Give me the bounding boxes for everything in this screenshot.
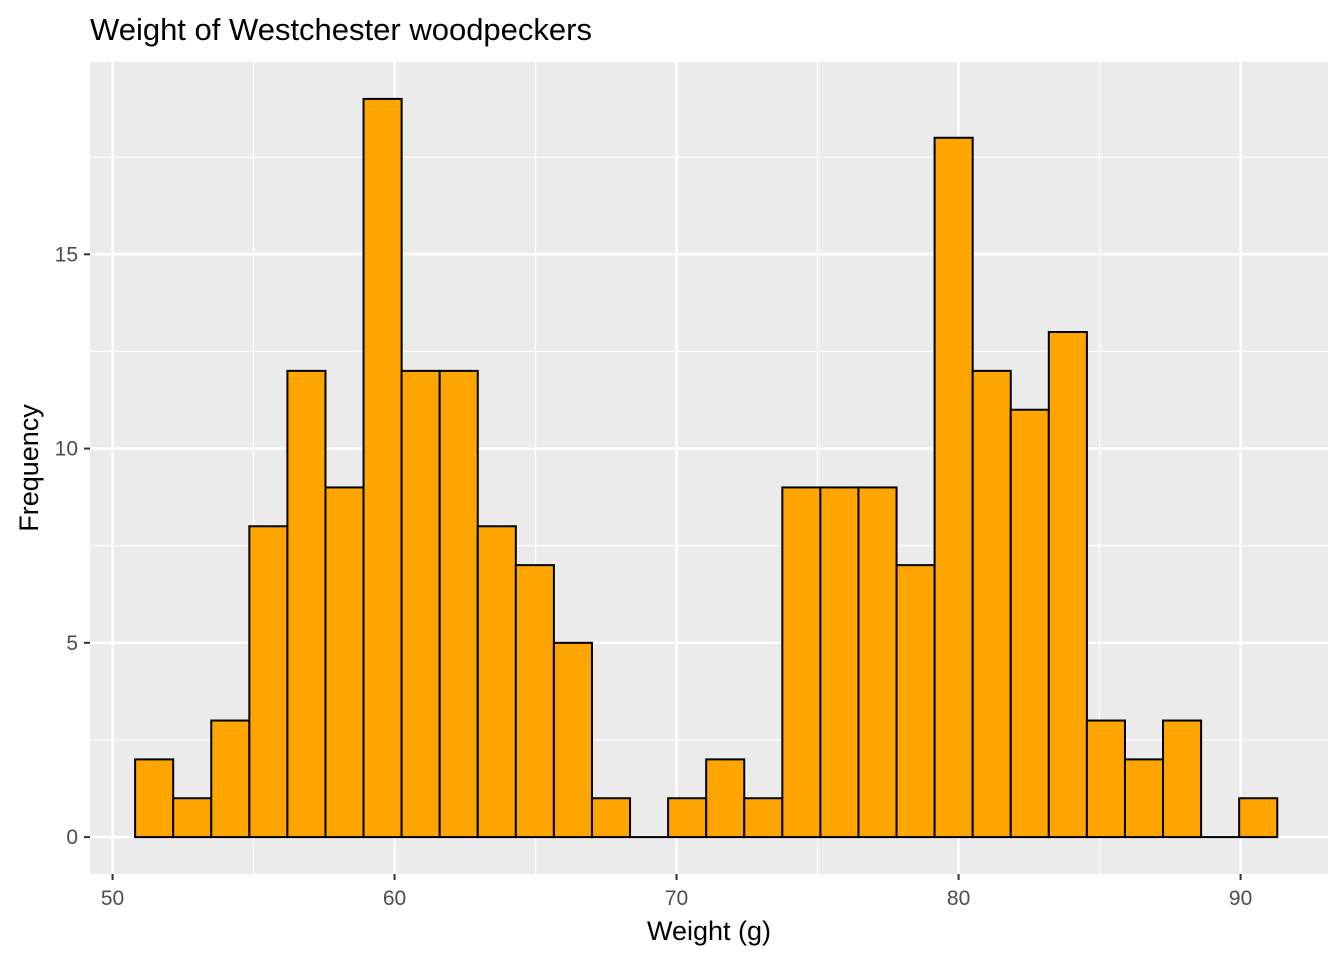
histogram-bar xyxy=(781,486,822,839)
histogram-bar xyxy=(286,369,327,839)
x-tick-label: 50 xyxy=(101,887,124,910)
x-axis: 50 60 70 80 90 xyxy=(101,874,1252,910)
histogram-bar xyxy=(895,564,936,839)
x-axis-title: Weight (g) xyxy=(647,916,771,946)
histogram-bar xyxy=(172,797,213,839)
histogram-bar xyxy=(743,797,784,839)
minor-gridlines xyxy=(90,62,1328,874)
y-tick-label: 5 xyxy=(66,632,78,655)
histogram-bar xyxy=(819,486,860,839)
histogram-bar xyxy=(1085,719,1126,839)
histogram-bar xyxy=(400,369,441,839)
histogram-bar xyxy=(590,797,632,839)
y-tick-label: 15 xyxy=(55,243,78,266)
chart-title: Weight of Westchester woodpeckers xyxy=(90,12,592,47)
x-tick-label: 60 xyxy=(383,887,406,910)
bars xyxy=(134,97,1279,839)
histogram-bar xyxy=(324,486,365,839)
histogram-bar xyxy=(705,758,746,839)
x-tick-label: 70 xyxy=(665,887,688,910)
histogram-bar xyxy=(210,719,251,839)
histogram-bar xyxy=(971,369,1012,839)
histogram-bar xyxy=(1047,331,1088,839)
histogram-bar xyxy=(438,369,479,839)
histogram-bar xyxy=(1009,408,1050,839)
histogram-bar xyxy=(1162,719,1203,839)
histogram-bar xyxy=(248,525,289,839)
histogram-bar xyxy=(476,525,517,839)
histogram-bar xyxy=(1238,797,1279,839)
histogram-bar xyxy=(933,136,974,839)
histogram-bar xyxy=(514,564,555,839)
histogram-bar xyxy=(362,97,403,839)
histogram-bar xyxy=(667,797,708,839)
y-axis-title: Frequency xyxy=(14,404,44,532)
y-tick-label: 0 xyxy=(66,826,78,849)
histogram-bar xyxy=(552,641,593,839)
histogram-bar xyxy=(1123,758,1165,839)
histogram-bar xyxy=(134,758,175,839)
x-tick-label: 80 xyxy=(947,887,970,910)
y-tick-label: 10 xyxy=(55,438,78,461)
histogram-bar xyxy=(857,486,898,839)
y-axis: 0 5 10 15 xyxy=(55,243,90,849)
x-tick-label: 90 xyxy=(1229,887,1252,910)
